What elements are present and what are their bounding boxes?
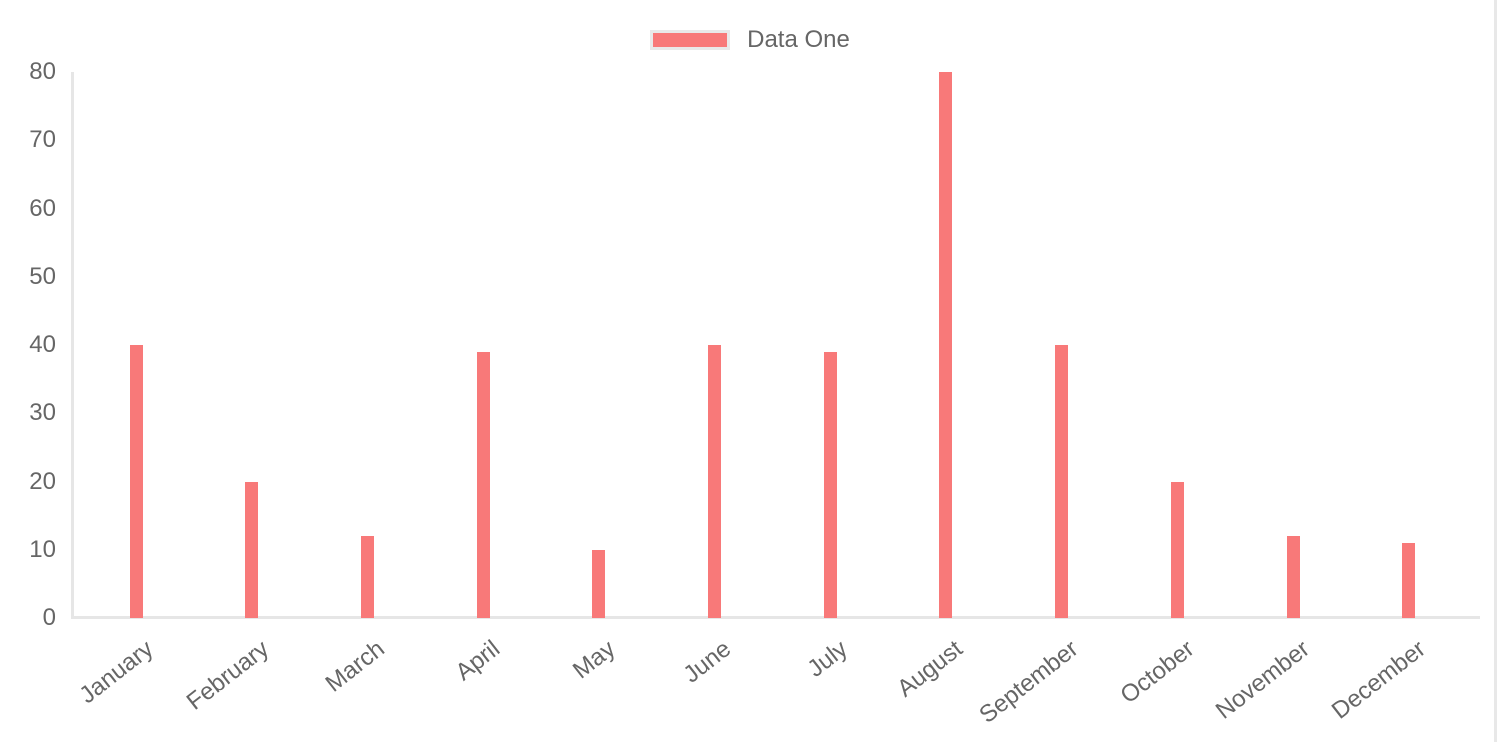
- x-tick-label: June: [678, 635, 737, 689]
- y-tick-label: 40: [29, 331, 56, 358]
- bar: [245, 481, 259, 618]
- x-tick-label: September: [974, 635, 1084, 729]
- y-tick-label: 70: [29, 126, 56, 154]
- legend-label: Data One: [747, 26, 850, 53]
- bar: [708, 345, 721, 618]
- bar: [360, 536, 374, 618]
- x-tick-label: November: [1211, 635, 1316, 725]
- x-tick-label: April: [450, 635, 506, 687]
- bar: [129, 345, 143, 618]
- x-axis-line: [71, 616, 1480, 619]
- y-tick-label: 50: [29, 262, 56, 290]
- x-tick-label: December: [1326, 635, 1431, 725]
- y-tick-label: 60: [29, 194, 56, 222]
- y-tick-label: 80: [29, 58, 56, 85]
- x-tick-label: May: [568, 635, 621, 685]
- x-tick-label: March: [320, 635, 390, 698]
- bar: [1402, 542, 1416, 618]
- bar: [1170, 481, 1184, 618]
- bar: [1055, 345, 1069, 618]
- bar: [476, 351, 490, 618]
- legend[interactable]: Data One: [0, 26, 1500, 54]
- y-axis-line: [71, 72, 74, 619]
- y-tick-label: 10: [29, 535, 56, 563]
- x-tick-label: October: [1115, 635, 1200, 710]
- x-tick-label: July: [801, 635, 853, 683]
- x-tick-label: August: [892, 635, 968, 703]
- x-tick-label: February: [181, 635, 274, 716]
- right-border-line: [1494, 0, 1497, 742]
- bar: [823, 351, 837, 618]
- bar: [592, 549, 606, 618]
- legend-swatch-icon: [650, 30, 731, 50]
- x-tick-label: January: [74, 635, 159, 710]
- bar: [1286, 536, 1300, 618]
- y-tick-label: 20: [29, 467, 56, 495]
- y-tick-label: 30: [29, 399, 56, 427]
- y-tick-label: 0: [42, 604, 56, 631]
- bar: [939, 72, 953, 618]
